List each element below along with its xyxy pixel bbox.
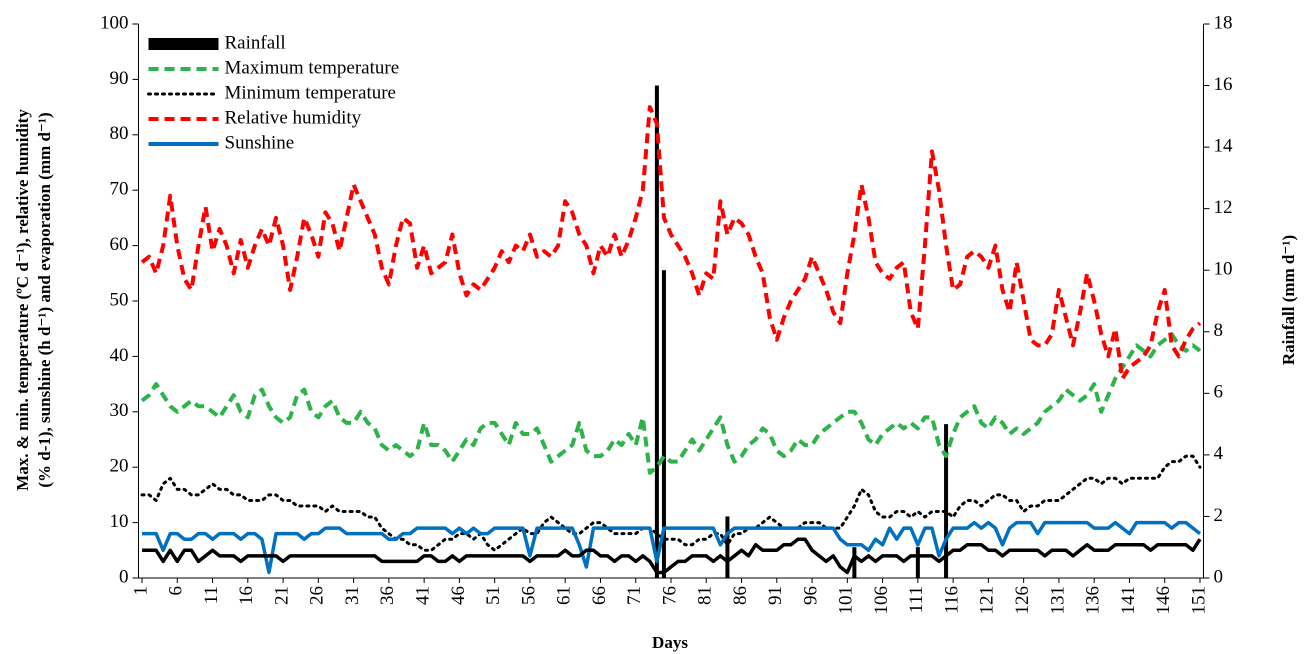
y-tick-label: 90: [110, 68, 129, 89]
y2-tick-label: 6: [1214, 382, 1224, 403]
rain-bar: [661, 270, 666, 578]
x-tick-label: 56: [518, 586, 539, 605]
x-tick-label: 81: [695, 586, 716, 605]
x-tick-label: 36: [377, 586, 398, 605]
legend-swatch: [148, 38, 219, 50]
series-line: [140, 332, 1202, 475]
rain-bar: [725, 516, 730, 578]
x-tick-label: 76: [659, 586, 680, 605]
x-tick-label: 11: [201, 586, 222, 604]
x-tick-label: 151: [1188, 586, 1209, 615]
legend-label: Sunshine: [225, 132, 295, 153]
legend-label: Rainfall: [225, 32, 286, 53]
y-axis-title: Max. & min. temperature (ºC d⁻¹), relati…: [13, 109, 32, 491]
y-tick-label: 60: [110, 234, 129, 255]
x-tick-label: 96: [800, 586, 821, 605]
x-tick-label: 61: [554, 586, 575, 605]
x-tick-label: 46: [448, 586, 469, 605]
y2-tick-label: 10: [1214, 259, 1233, 280]
y-tick-label: 0: [119, 566, 129, 587]
y2-tick-label: 16: [1214, 74, 1233, 95]
x-tick-label: 116: [941, 586, 962, 614]
y-tick-label: 20: [110, 456, 129, 477]
x-tick-label: 31: [342, 586, 363, 605]
y-tick-label: 10: [110, 511, 129, 532]
y-tick-label: 50: [110, 289, 129, 310]
x-tick-label: 6: [166, 586, 187, 596]
legend-item: Minimum temperature: [147, 82, 396, 103]
y2-tick-label: 18: [1214, 12, 1233, 33]
y2-tick-label: 12: [1214, 197, 1233, 218]
rain-bar: [944, 424, 949, 578]
x-tick-label: 41: [413, 586, 434, 605]
y2-tick-label: 8: [1214, 320, 1224, 341]
x-tick-label: 91: [765, 586, 786, 605]
series-line: [142, 520, 1202, 575]
x-tick-label: 121: [977, 586, 998, 615]
rain-bar: [915, 547, 920, 578]
x-tick-label: 1: [130, 586, 151, 596]
legend-label: Minimum temperature: [225, 82, 396, 103]
series-line: [140, 454, 1202, 552]
y-tick-label: 80: [110, 123, 129, 144]
x-tick-label: 106: [871, 586, 892, 615]
x-tick-label: 136: [1083, 586, 1104, 615]
y-tick-label: 40: [110, 345, 129, 366]
x-axis-title: Days: [652, 633, 688, 652]
legend-label: Relative humidity: [225, 107, 362, 128]
y-axis-title: (% d-1), sunshine (h d⁻¹) and evaporatio…: [35, 112, 54, 487]
legend-item: Rainfall: [148, 32, 286, 53]
x-tick-label: 26: [307, 586, 328, 605]
x-tick-label: 51: [483, 586, 504, 605]
y-tick-label: 30: [110, 400, 129, 421]
x-tick-label: 66: [589, 586, 610, 605]
y2-tick-label: 14: [1214, 135, 1234, 156]
x-tick-label: 16: [236, 586, 257, 605]
x-tick-label: 101: [836, 586, 857, 615]
x-tick-label: 146: [1153, 586, 1174, 615]
x-tick-label: 126: [1012, 586, 1033, 615]
legend-item: Maximum temperature: [148, 57, 400, 78]
legend-item: Sunshine: [148, 132, 295, 153]
legend-item: Relative humidity: [148, 107, 362, 128]
x-tick-label: 131: [1047, 586, 1068, 615]
y2-tick-label: 2: [1214, 505, 1224, 526]
y2-axis-title: Rainfall (mm d⁻¹): [1279, 235, 1298, 365]
y-tick-label: 70: [110, 179, 129, 200]
y2-tick-label: 0: [1214, 566, 1224, 587]
rain-bar: [654, 85, 659, 579]
x-tick-label: 111: [906, 586, 927, 613]
y2-tick-label: 4: [1214, 443, 1224, 464]
x-tick-label: 21: [271, 586, 292, 605]
x-tick-label: 141: [1118, 586, 1139, 615]
series-line: [140, 105, 1202, 381]
series-line: [142, 537, 1202, 575]
y-tick-label: 100: [100, 12, 129, 33]
x-tick-label: 71: [624, 586, 645, 605]
legend-label: Maximum temperature: [225, 57, 400, 78]
rain-bar: [852, 547, 857, 578]
x-tick-label: 86: [730, 586, 751, 605]
